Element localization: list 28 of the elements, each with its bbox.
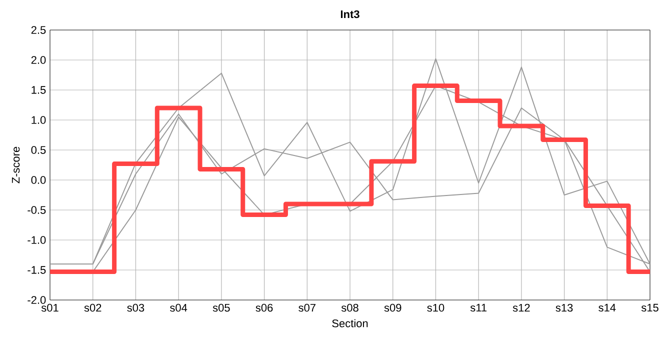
x-tick-label: s14	[598, 304, 616, 312]
y-tick-label: 1.0	[32, 116, 46, 124]
y-tick-label: 0.5	[31, 146, 46, 154]
x-tick-label: s07	[298, 304, 316, 312]
x-tick-label: s15	[641, 304, 658, 312]
x-tick-label: s11	[470, 304, 486, 312]
y-tick-label: 2.5	[31, 26, 46, 34]
x-tick-label: s08	[341, 304, 358, 312]
x-tick-label: s05	[212, 304, 230, 312]
chart-title: Int3	[340, 10, 360, 18]
y-tick-label: -0.5	[28, 206, 46, 214]
x-tick-label: s10	[427, 304, 444, 312]
x-tick-label: s01	[41, 304, 58, 312]
y-tick-label: 0.0	[31, 176, 46, 184]
y-tick-label: -2.0	[28, 296, 46, 304]
x-tick-label: s13	[556, 304, 573, 312]
y-axis-title: Z-score	[12, 146, 20, 184]
x-tick-label: s03	[127, 304, 144, 312]
y-tick-label: -1.0	[28, 236, 46, 244]
x-tick-label: s06	[256, 304, 273, 312]
y-tick-label: -1.5	[28, 266, 46, 274]
y-tick-label: 1.5	[32, 86, 46, 94]
x-tick-label: s12	[512, 304, 530, 312]
y-tick-label: 2.0	[31, 56, 46, 64]
x-tick-label: s04	[170, 304, 188, 312]
x-axis-title: Section	[332, 319, 368, 328]
x-tick-label: s02	[84, 304, 102, 312]
x-tick-label: s09	[384, 304, 402, 312]
